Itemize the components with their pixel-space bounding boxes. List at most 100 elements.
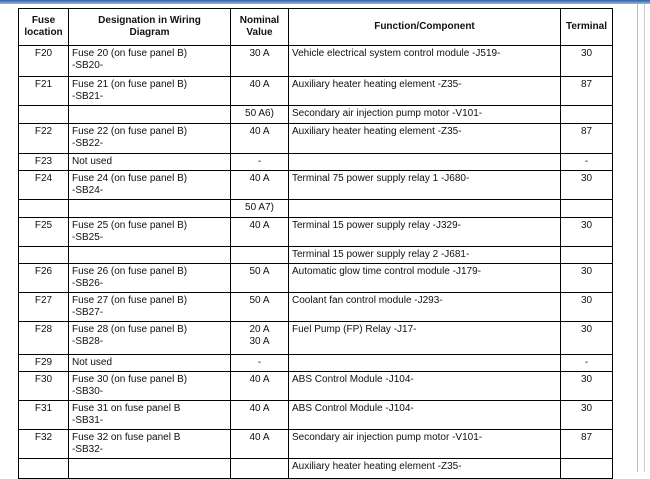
table-cell: 50 A (230, 292, 289, 322)
table-cell: F32 (18, 429, 69, 459)
table-cell: 40 A (230, 170, 289, 200)
cell-line: -SB31- (72, 415, 104, 426)
cell-line: -SB30- (72, 386, 104, 397)
cell-line: -SB20- (72, 60, 104, 71)
cell-line: Fuse 31 on fuse panel B (72, 403, 181, 414)
table-cell: 50 A7) (230, 199, 289, 218)
table-cell: F31 (18, 400, 69, 430)
table-cell (230, 458, 289, 479)
table-cell (560, 246, 613, 264)
table-row: F21 Fuse 21 (on fuse panel B) -SB21- 40 A Au… (18, 76, 613, 106)
table-cell (230, 246, 289, 264)
cell-line: -SB22- (72, 138, 104, 149)
cell-line: Nominal (239, 15, 280, 26)
fuse-table: Fuse location Designation in Wiring Diagram… (18, 8, 613, 479)
table-cell: Terminal 75 power supply relay 1 -J680- (288, 170, 561, 200)
table-cell (18, 105, 69, 124)
table-cell: Terminal 15 power supply relay 2 -J681- (288, 246, 561, 264)
table-row: F32 Fuse 32 on fuse panel B -SB32- 40 A Seco… (18, 429, 613, 459)
cell-line: 20 A (249, 324, 270, 335)
table-cell: - (560, 153, 613, 171)
table-cell: Fuse 21 (on fuse panel B) -SB21- (68, 76, 231, 106)
table-cell: - (230, 153, 289, 171)
table-row: 50 A7) (18, 199, 613, 218)
table-cell: 20 A 30 A (230, 321, 289, 355)
table-cell: ABS Control Module -J104- (288, 400, 561, 430)
table-cell: F27 (18, 292, 69, 322)
table-row: F27 Fuse 27 (on fuse panel B) -SB27- 50 A Co… (18, 292, 613, 322)
table-cell: F29 (18, 354, 69, 372)
table-row: F26 Fuse 26 (on fuse panel B) -SB26- 50 A Au… (18, 263, 613, 293)
table-cell: F30 (18, 371, 69, 401)
table-cell: 40 A (230, 76, 289, 106)
header-cell: Nominal Value (230, 8, 289, 46)
table-cell: Fuel Pump (FP) Relay -J17- (288, 321, 561, 355)
table-cell: - (560, 354, 613, 372)
cell-line: Value (246, 27, 273, 38)
table-cell: 30 (560, 217, 613, 247)
table-cell: 30 (560, 321, 613, 355)
header-cell: Function/Component (288, 8, 561, 46)
table-row: Terminal 15 power supply relay 2 -J681- (18, 246, 613, 264)
cell-line: Fuse 26 (on fuse panel B) (72, 266, 188, 277)
cell-line: Fuse 22 (on fuse panel B) (72, 126, 188, 137)
cell-line: Diagram (129, 27, 170, 38)
table-row: Auxiliary heater heating element -Z35- (18, 458, 613, 479)
table-cell: F23 (18, 153, 69, 171)
table-cell: Not used (68, 153, 231, 171)
table-cell (68, 199, 231, 218)
cell-line: location (24, 27, 63, 38)
table-row: F25 Fuse 25 (on fuse panel B) -SB25- 40 A Te… (18, 217, 613, 247)
table-row: F23 Not used - - (18, 153, 613, 171)
table-cell (560, 105, 613, 124)
table-cell (68, 458, 231, 479)
table-row: F22 Fuse 22 (on fuse panel B) -SB22- 40 A Au… (18, 123, 613, 154)
table-row: F20 Fuse 20 (on fuse panel B) -SB20- 30 A Ve… (18, 45, 613, 77)
cell-line: Fuse 32 on fuse panel B (72, 432, 181, 443)
table-cell: 40 A (230, 217, 289, 247)
table-cell: 30 A (230, 45, 289, 77)
table-cell (18, 199, 69, 218)
table-cell: Fuse 30 (on fuse panel B) -SB30- (68, 371, 231, 401)
table-cell: Fuse 20 (on fuse panel B) -SB20- (68, 45, 231, 77)
header-cell: Terminal (560, 8, 613, 46)
table-row: F29 Not used - - (18, 354, 613, 372)
table-cell: ABS Control Module -J104- (288, 371, 561, 401)
table-cell: Not used (68, 354, 231, 372)
cell-line: Fuse 30 (on fuse panel B) (72, 374, 188, 385)
table-cell: Auxiliary heater heating element -Z35- (288, 123, 561, 154)
table-cell: F24 (18, 170, 69, 200)
table-cell: F25 (18, 217, 69, 247)
header-cell: Designation in Wiring Diagram (68, 8, 231, 46)
table-cell: F20 (18, 45, 69, 77)
table-cell: 30 (560, 263, 613, 293)
table-cell: Auxiliary heater heating element -Z35- (288, 458, 561, 479)
cell-line: -SB32- (72, 444, 104, 455)
window-bar (0, 0, 650, 4)
table-cell (68, 246, 231, 264)
table-row: 50 A6) Secondary air injection pump motor… (18, 105, 613, 124)
table-cell (560, 458, 613, 479)
edge (637, 4, 638, 472)
table-cell: - (230, 354, 289, 372)
table-cell: 87 (560, 429, 613, 459)
table-cell: 30 (560, 45, 613, 77)
table-cell: 30 (560, 170, 613, 200)
cell-line: -SB21- (72, 91, 104, 102)
table-cell (18, 458, 69, 479)
cell-line: -SB25- (72, 232, 104, 243)
table-cell: Fuse 22 (on fuse panel B) -SB22- (68, 123, 231, 154)
cell-line: Fuse 24 (on fuse panel B) (72, 173, 188, 184)
cell-line: -SB26- (72, 278, 104, 289)
table-cell: F22 (18, 123, 69, 154)
table-cell (288, 153, 561, 171)
table-cell: Coolant fan control module -J293- (288, 292, 561, 322)
table-cell: 87 (560, 123, 613, 154)
table-cell (68, 105, 231, 124)
cell-line: 30 A (249, 336, 270, 347)
table-cell: Fuse 24 (on fuse panel B) -SB24- (68, 170, 231, 200)
table-cell: Fuse 28 (on fuse panel B) -SB28- (68, 321, 231, 355)
cell-line: Fuse 21 (on fuse panel B) (72, 79, 188, 90)
table-cell: Fuse 27 (on fuse panel B) -SB27- (68, 292, 231, 322)
